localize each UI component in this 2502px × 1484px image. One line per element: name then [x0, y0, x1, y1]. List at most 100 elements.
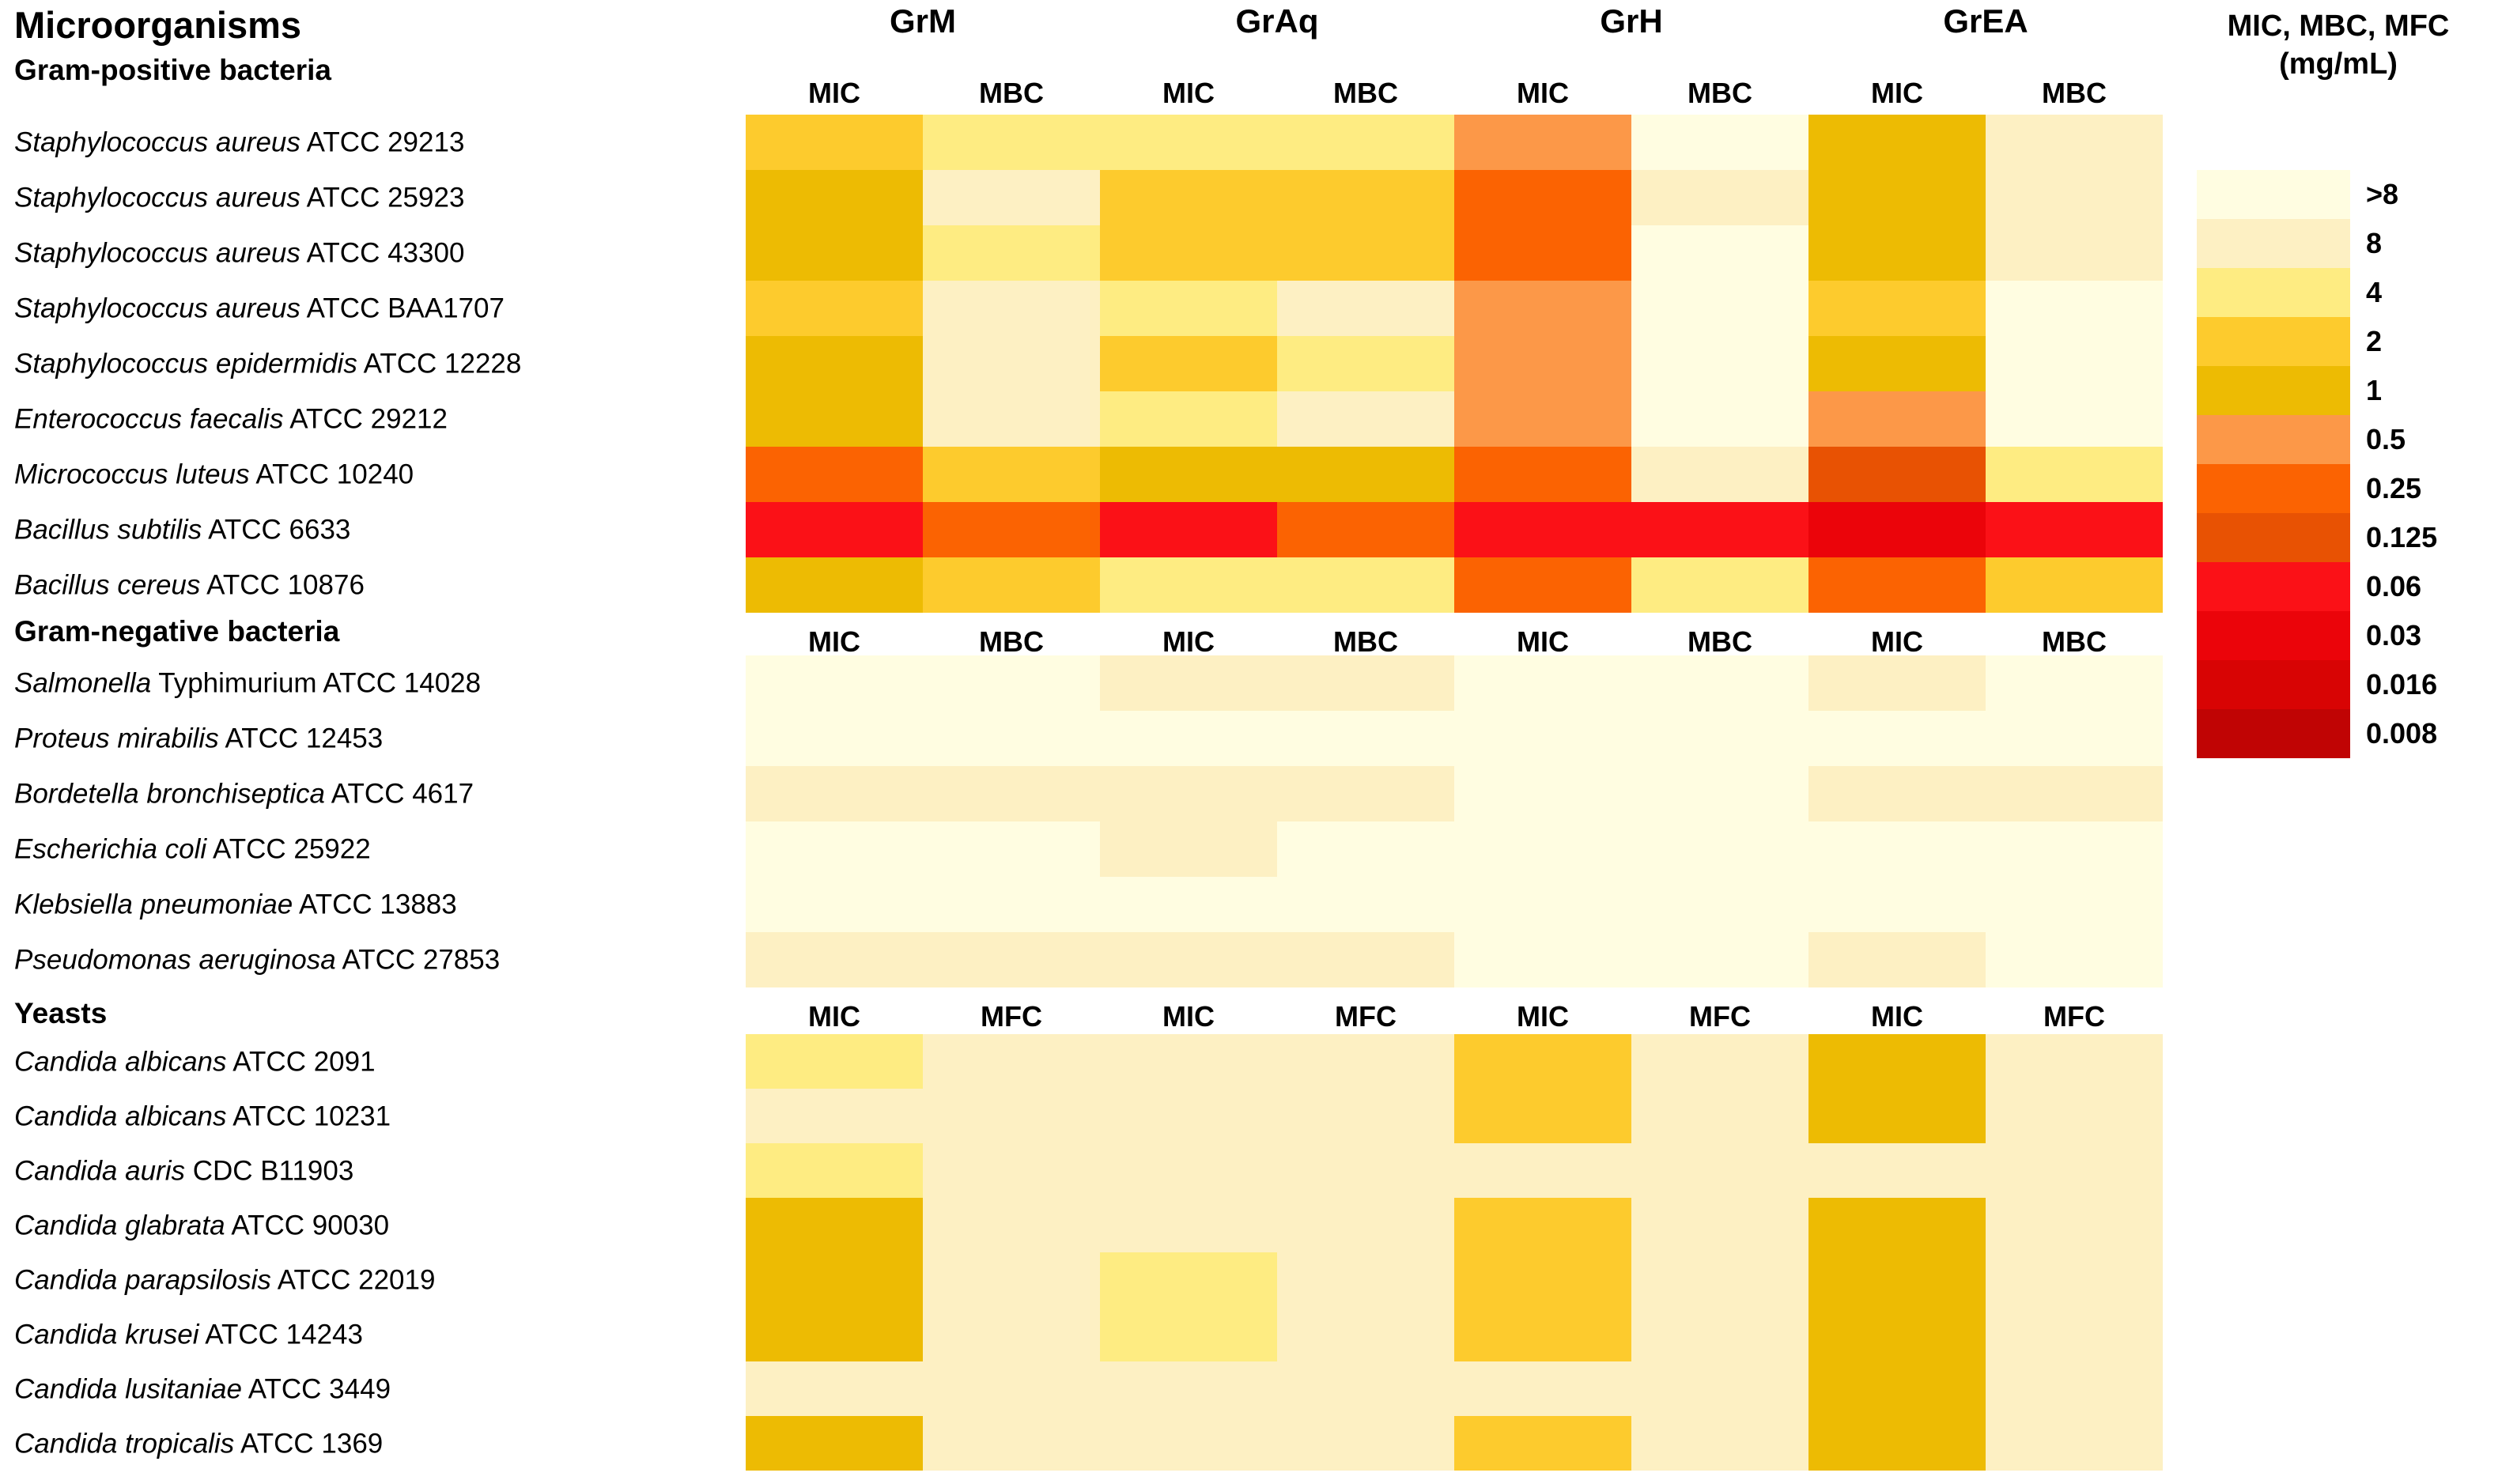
- heatmap-cell: [1277, 225, 1454, 281]
- heatmap-cell: [1100, 1307, 1277, 1361]
- heatmap-cell: [923, 1143, 1100, 1198]
- heatmap-cell: [1100, 1361, 1277, 1416]
- organism-species-name: Enterococcus faecalis: [14, 403, 284, 435]
- legend-value-label: 0.5: [2366, 423, 2406, 455]
- heatmap-cell: [1100, 766, 1277, 821]
- heatmap-cell: [1808, 336, 1986, 391]
- organism-strain-id: ATCC BAA1707: [300, 293, 505, 324]
- heatmap-cell: [746, 655, 923, 711]
- heatmap-cell: [1808, 1416, 1986, 1471]
- organism-strain-id: ATCC 22019: [270, 1264, 436, 1295]
- organism-strain-id: ATCC 3449: [241, 1373, 391, 1404]
- heatmap-cell: [923, 1416, 1100, 1471]
- organism-species-name: Bacillus cereus: [14, 569, 201, 601]
- organism-label: Proteus mirabilis ATCC 12453: [14, 725, 383, 753]
- heatmap-cell: [1277, 170, 1454, 225]
- heatmap-cell: [1986, 1416, 2163, 1471]
- organism-strain-id: ATCC 90030: [225, 1210, 390, 1240]
- heatmap-cell: [923, 336, 1100, 391]
- heatmap-cell: [1808, 932, 1986, 987]
- heatmap-cell: [1454, 1143, 1631, 1198]
- organism-label: Staphylococcus aureus ATCC BAA1707: [14, 295, 505, 323]
- heatmap-cell: [1100, 1034, 1277, 1089]
- heatmap-cell: [1986, 1361, 2163, 1416]
- organism-label: Candida glabrata ATCC 90030: [14, 1211, 389, 1239]
- heatmap-cell: [1100, 1089, 1277, 1143]
- heatmap-cell: [1100, 932, 1277, 987]
- heatmap-cell: [1808, 1198, 1986, 1252]
- heatmap-cell: [1631, 1416, 1808, 1471]
- heatmap-cell: [1986, 1307, 2163, 1361]
- heatmap-cell: [1454, 1416, 1631, 1471]
- heatmap-cell: [746, 711, 923, 766]
- legend-value-label: 8: [2366, 227, 2383, 259]
- organism-strain-id: ATCC 13883: [293, 889, 457, 920]
- heatmap-cell: [1986, 225, 2163, 281]
- measure-column-header: MFC: [2043, 1000, 2105, 1033]
- heatmap-cell: [746, 447, 923, 502]
- heatmap-cell: [1631, 821, 1808, 877]
- heatmap-cell: [1631, 115, 1808, 170]
- heatmap-cell: [746, 1198, 923, 1252]
- measure-column-header: MIC: [808, 1000, 860, 1033]
- heatmap-cell: [1631, 655, 1808, 711]
- organism-strain-id: ATCC 25923: [300, 182, 465, 213]
- heatmap-cell: [1631, 170, 1808, 225]
- organism-species-name: Staphylococcus aureus: [14, 237, 300, 269]
- heatmap-cell: [1454, 711, 1631, 766]
- heatmap-cell: [1100, 115, 1277, 170]
- heatmap-cell: [1277, 1361, 1454, 1416]
- measure-column-header: MBC: [1688, 625, 1752, 658]
- heatmap-cell: [923, 1361, 1100, 1416]
- heatmap-cell: [923, 1034, 1100, 1089]
- heatmap-cell: [1631, 1198, 1808, 1252]
- heatmap-cell: [923, 1307, 1100, 1361]
- measure-column-header: MIC: [1517, 77, 1569, 109]
- heatmap-cell: [1454, 1089, 1631, 1143]
- legend-color-swatch: [2197, 660, 2350, 709]
- organism-species-name: Candida albicans: [14, 1101, 227, 1131]
- organism-label: Bordetella bronchiseptica ATCC 4617: [14, 780, 474, 808]
- measure-column-header: MIC: [1162, 77, 1215, 109]
- heatmap-cell: [1277, 447, 1454, 502]
- heatmap-cell: [1100, 502, 1277, 557]
- heatmap-cell: [1986, 557, 2163, 613]
- heatmap-cell: [1100, 1143, 1277, 1198]
- heatmap-cell: [1454, 932, 1631, 987]
- heatmap-cell: [1277, 557, 1454, 613]
- organism-species-name: Pseudomonas aeruginosa: [14, 944, 336, 976]
- heatmap-cell: [1100, 1252, 1277, 1307]
- heatmap-cell: [1808, 391, 1986, 447]
- legend-value-label: 0.016: [2366, 668, 2438, 700]
- legend-title-line2: (mg/mL): [2279, 47, 2398, 81]
- organism-label: Micrococcus luteus ATCC 10240: [14, 461, 414, 489]
- legend-value-label: 0.008: [2366, 717, 2438, 750]
- heatmap-cell: [923, 1089, 1100, 1143]
- heatmap-cell: [1631, 447, 1808, 502]
- heatmap-cell: [1808, 557, 1986, 613]
- heatmap-cell: [1631, 1361, 1808, 1416]
- organism-strain-id: ATCC 14243: [198, 1319, 363, 1350]
- organism-strain-id: CDC B11903: [184, 1155, 354, 1186]
- organism-strain-id: ATCC 12453: [218, 723, 384, 754]
- heatmap-cell: [923, 115, 1100, 170]
- organism-label: Candida lusitaniae ATCC 3449: [14, 1375, 391, 1403]
- legend-color-swatch: [2197, 709, 2350, 758]
- legend-color-swatch: [2197, 366, 2350, 415]
- heatmap-cell: [1100, 391, 1277, 447]
- organism-label: Staphylococcus epidermidis ATCC 12228: [14, 350, 521, 378]
- heatmap-cell: [923, 447, 1100, 502]
- heatmap-cell: [1454, 170, 1631, 225]
- heatmap-cell: [1808, 115, 1986, 170]
- organism-strain-id: ATCC 29212: [283, 403, 448, 435]
- measure-column-header: MIC: [1162, 625, 1215, 658]
- heatmap-cell: [1808, 225, 1986, 281]
- heatmap-cell: [1454, 281, 1631, 336]
- organism-label: Bacillus subtilis ATCC 6633: [14, 516, 350, 544]
- organism-label: Candida albicans ATCC 2091: [14, 1048, 376, 1075]
- heatmap-cell: [923, 557, 1100, 613]
- heatmap-cell: [923, 877, 1100, 932]
- organism-species-name: Bacillus subtilis: [14, 514, 202, 546]
- heatmap-cell: [1808, 1089, 1986, 1143]
- heatmap-cell: [1631, 1034, 1808, 1089]
